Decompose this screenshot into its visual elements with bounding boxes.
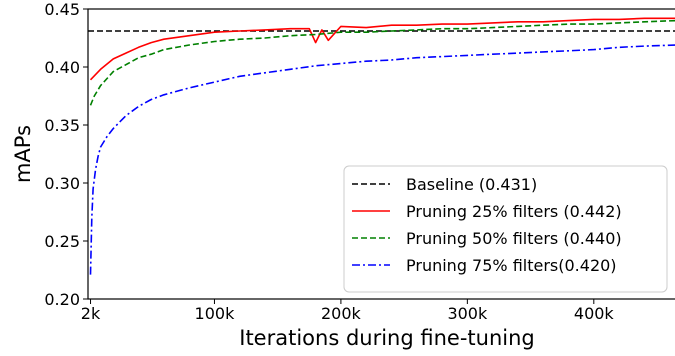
legend-label-4: Pruning 75% filters(0.420) bbox=[406, 256, 617, 275]
x-axis-label: Iterations during fine-tuning bbox=[239, 326, 534, 350]
y-tick-label-4: 0.35 bbox=[44, 116, 80, 135]
legend-label-1: Baseline (0.431) bbox=[406, 175, 537, 194]
y-tick-label-2: 0.25 bbox=[44, 232, 80, 251]
legend-label-3: Pruning 50% filters (0.440) bbox=[406, 229, 622, 248]
x-tick-label-3: 200k bbox=[321, 304, 362, 323]
x-tick-label-2: 100k bbox=[195, 304, 236, 323]
series-line-2 bbox=[89, 17, 675, 81]
legend-label-2: Pruning 25% filters (0.442) bbox=[406, 202, 622, 221]
y-axis-label: mAPs bbox=[11, 125, 35, 183]
plot-frame bbox=[87, 8, 675, 300]
y-tick-label-3: 0.30 bbox=[44, 174, 80, 193]
series-layer bbox=[88, 17, 675, 275]
x-tick-label-1: 2k bbox=[81, 304, 101, 323]
y-tick-label-1: 0.20 bbox=[44, 290, 80, 309]
x-tick-label-5: 400k bbox=[574, 304, 615, 323]
y-tick-label-6: 0.45 bbox=[44, 0, 80, 19]
legend-entries: Baseline (0.431) Pruning 25% filters (0.4… bbox=[352, 175, 622, 275]
ticks-layer: 0.20 0.25 0.30 0.35 0.40 0.45 2k 100k 200k 300k 40… bbox=[44, 0, 614, 323]
series-line-4 bbox=[89, 44, 675, 275]
x-tick-label-4: 300k bbox=[447, 304, 488, 323]
series-line-3 bbox=[89, 19, 675, 106]
y-tick-label-5: 0.40 bbox=[44, 58, 80, 77]
legend-box bbox=[343, 165, 668, 293]
legend: Baseline (0.431) Pruning 25% filters (0.4… bbox=[343, 165, 668, 293]
